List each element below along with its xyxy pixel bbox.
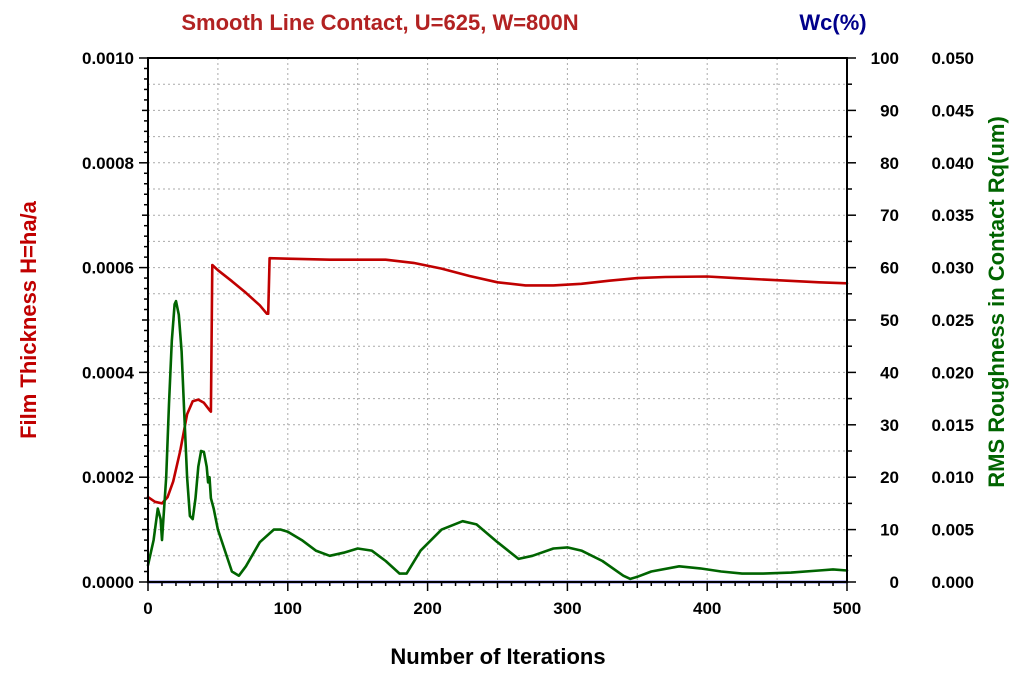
x-tick-label: 500 (833, 599, 861, 618)
wc-tick-label: 50 (880, 311, 899, 330)
grid-lines (148, 58, 847, 582)
axis-ticks (139, 57, 856, 591)
wc-tick-label: 30 (880, 416, 899, 435)
chart-title: Smooth Line Contact, U=625, W=800N (181, 10, 578, 35)
x-tick-label: 0 (143, 599, 152, 618)
y-right-tick-label: 0.045 (931, 101, 974, 120)
y-right-tick-label: 0.050 (931, 49, 974, 68)
wc-tick-label: 80 (880, 154, 899, 173)
y-right-tick-label: 0.020 (931, 363, 974, 382)
wc-tick-label: 70 (880, 206, 899, 225)
y-right-tick-label: 0.030 (931, 259, 974, 278)
film-series-line (146, 256, 849, 505)
wc-tick-label: 0 (890, 573, 899, 592)
y-axis-label-right: RMS Roughness in Contact Rq(um) (984, 116, 1009, 488)
wc-tick-label: 60 (880, 259, 899, 278)
x-tick-label: 100 (274, 599, 302, 618)
y-right-tick-label: 0.000 (931, 573, 974, 592)
y-left-tick-label: 0.0006 (82, 259, 134, 278)
x-tick-label: 400 (693, 599, 721, 618)
y-axis-label-left: Film Thickness H=ha/a (16, 200, 41, 439)
y-left-tick-label: 0.0002 (82, 468, 134, 487)
y-right-tick-label: 0.035 (931, 206, 974, 225)
y-left-tick-label: 0.0004 (82, 363, 135, 382)
rms-series-line (146, 299, 849, 581)
wc-axis-title: Wc(%) (799, 10, 866, 35)
y-left-tick-label: 0.0008 (82, 154, 134, 173)
y-right-tick-label: 0.040 (931, 154, 974, 173)
x-tick-label: 200 (413, 599, 441, 618)
wc-tick-label: 100 (871, 49, 899, 68)
y-right-tick-label: 0.010 (931, 468, 974, 487)
wc-tick-label: 40 (880, 363, 899, 382)
wc-tick-label: 90 (880, 101, 899, 120)
y-left-tick-label: 0.0000 (82, 573, 134, 592)
y-left-tick-label: 0.0010 (82, 49, 134, 68)
wc-tick-label: 20 (880, 468, 899, 487)
y-right-tick-label: 0.005 (931, 521, 974, 540)
tick-labels: 0 100 200 300 400 5000.00000.00020.00040.0006… (82, 49, 974, 618)
y-right-tick-label: 0.015 (931, 416, 974, 435)
x-tick-label: 300 (553, 599, 581, 618)
y-right-tick-label: 0.025 (931, 311, 974, 330)
wc-tick-label: 10 (880, 521, 899, 540)
x-axis-label: Number of Iterations (390, 644, 605, 669)
